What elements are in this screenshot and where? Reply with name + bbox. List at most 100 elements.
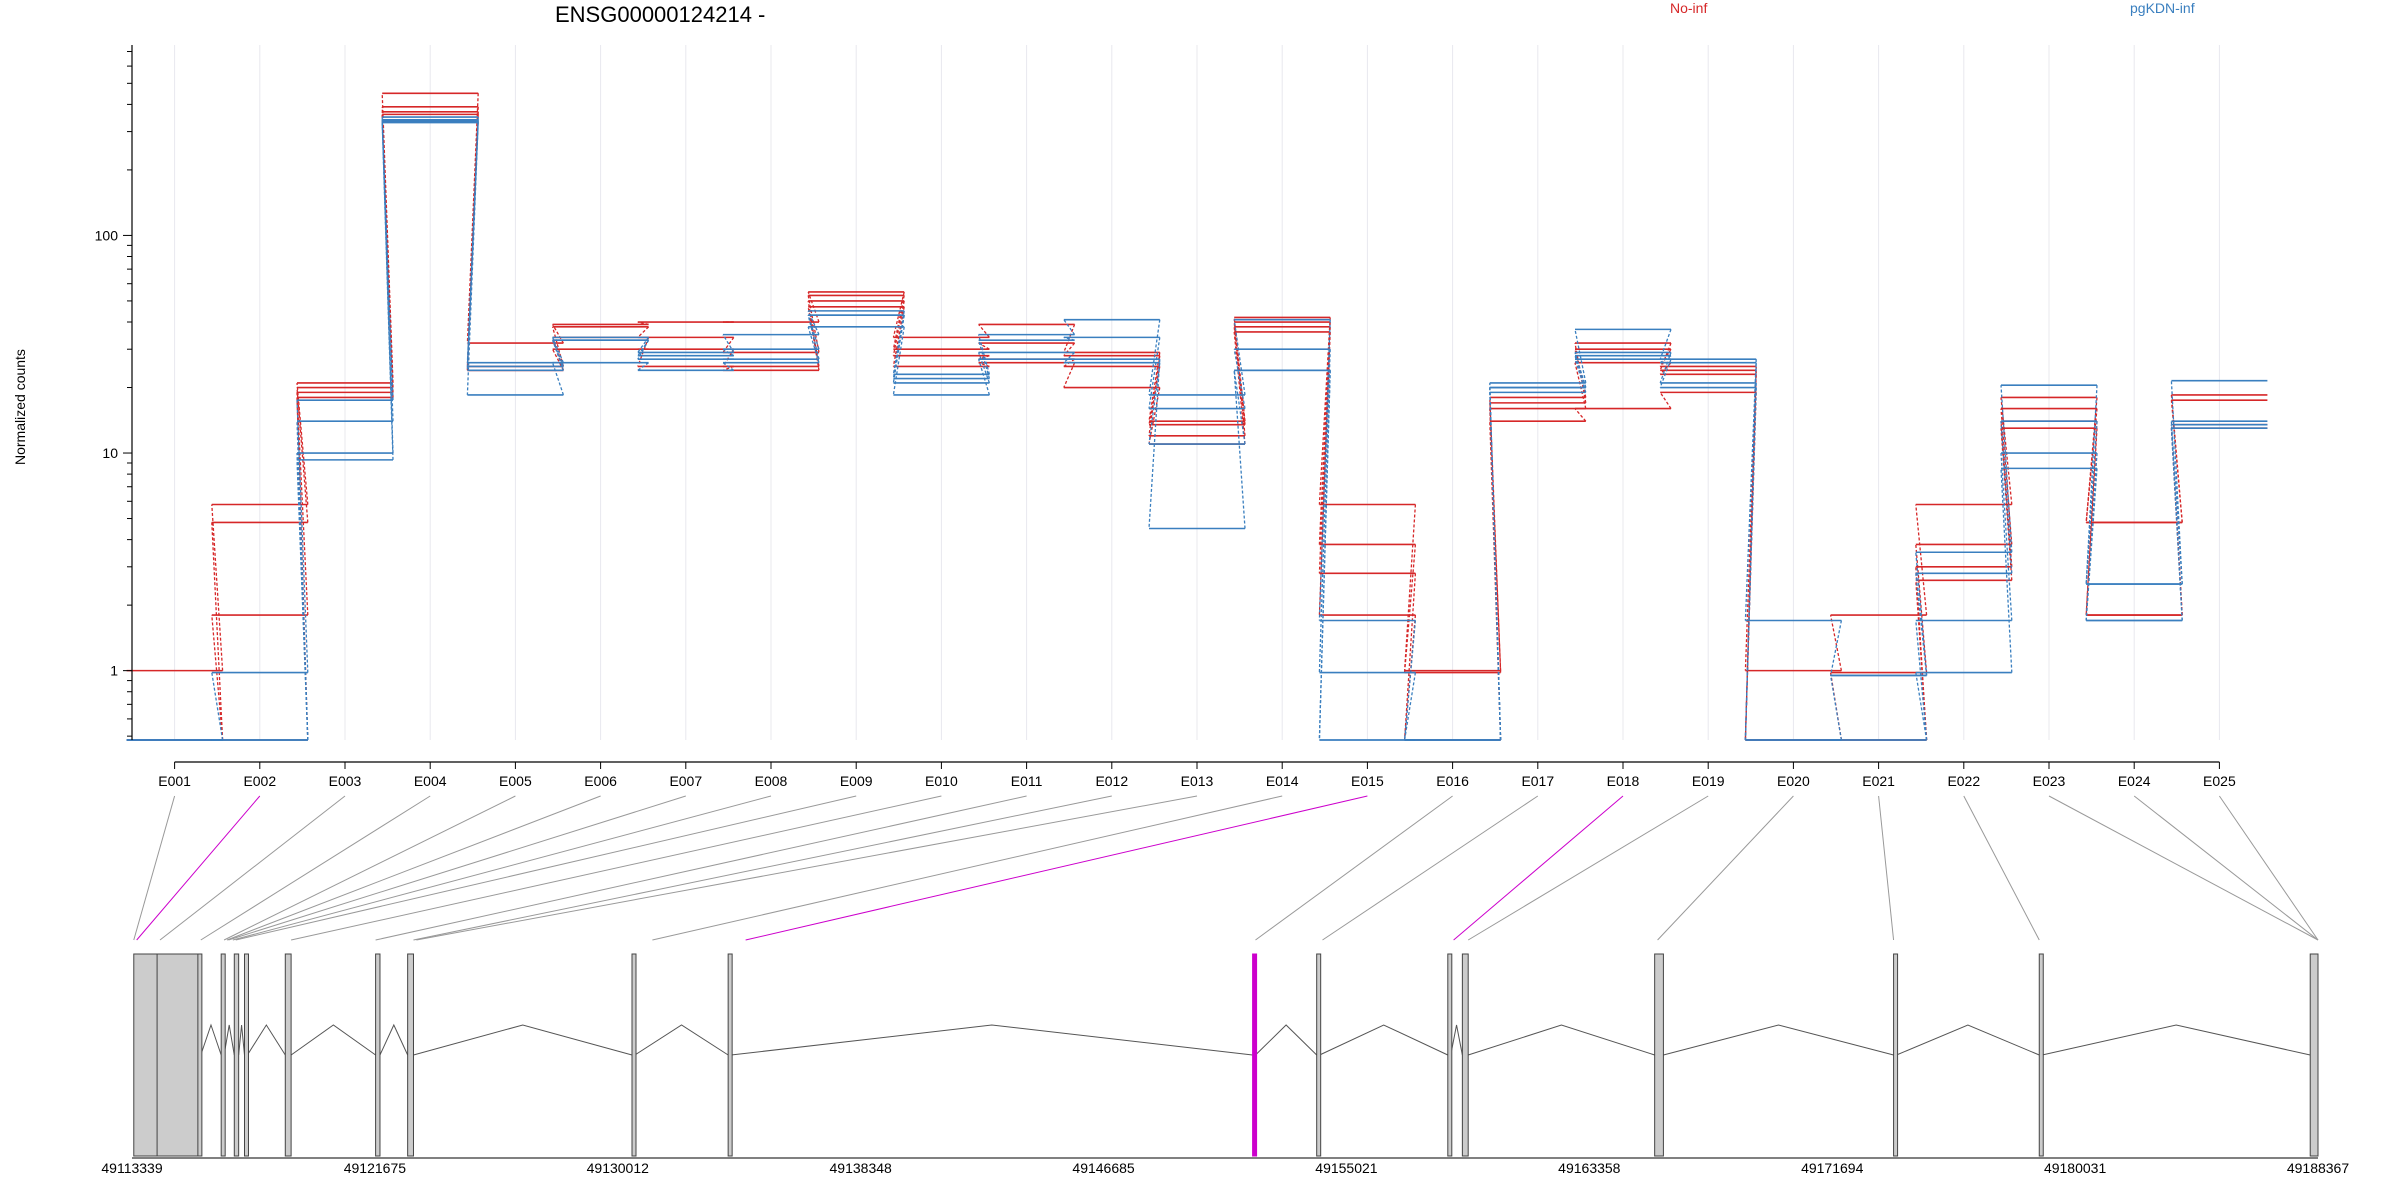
series-2-connector-2 [296,387,309,523]
series-5-connector-2 [296,400,309,673]
series-8-connector-24 [2170,428,2183,621]
series-7-connector-23 [2085,452,2098,621]
genomic-tick-label-49163358: 49163358 [1558,1160,1621,1176]
series-7-connector-22 [2000,452,2013,621]
series-8-connector-6 [637,362,649,371]
exon-box-16 [1654,953,1664,1157]
intron-7 [290,1024,376,1056]
x-tick-label-e002: E002 [243,773,276,789]
series-5-connector-11 [1063,319,1076,336]
intron-8 [379,1023,409,1056]
series-4-connector-10 [978,362,990,368]
series-7-connector-8 [807,315,820,360]
intron-13 [1319,1024,1449,1056]
x-tick-label-e022: E022 [1947,773,1980,789]
genomic-tick-label-49171694: 49171694 [1801,1160,1864,1176]
series-5-connector-18 [1659,329,1672,360]
series-5-connector-20 [1829,620,1843,676]
series-6-connector-8 [807,314,820,350]
series-1-connector-6 [637,321,649,326]
intron-16 [1663,1024,1894,1056]
connector-e009 [235,795,857,941]
exon-box-12 [1252,953,1258,1157]
intron-14 [1450,1024,1463,1056]
series-1-connector-2 [296,382,309,505]
series-5-connector-6 [637,336,650,353]
series-6-connector-12 [1148,337,1161,409]
genomic-tick-label-49113339: 49113339 [101,1160,162,1176]
y-tick-label-10: 10 [102,445,118,461]
series-7-connector-17 [1574,352,1587,388]
series-1-connector-9 [892,291,905,338]
series-8-connector-14 [1318,370,1331,741]
series-5-connector-1 [211,672,224,741]
x-tick-label-e019: E019 [1692,773,1725,789]
series-6-connector-20 [1829,675,1843,741]
intron-6 [246,1024,286,1056]
connector-e007 [228,795,686,941]
series-3-connector-5 [552,348,564,371]
series-5-connector-12 [1148,319,1161,395]
series-8-connector-17 [1574,358,1587,393]
series-4-connector-11 [1063,362,1076,388]
exon-box-14 [1447,953,1453,1157]
series-5-connector-10 [977,334,991,375]
series-1-connector-22 [2000,397,2013,505]
series-3-connector-15 [1403,573,1417,741]
series-5-connector-7 [722,334,735,353]
series-7-connector-13 [1233,370,1246,445]
connector-e019 [1467,795,1709,941]
series-2-connector-12 [1148,355,1161,436]
connector-e025 [2218,795,2319,941]
connector-e023 [2048,795,2319,941]
genomic-tick-label-49188367: 49188367 [2287,1160,2350,1176]
connector-e022 [1963,795,2040,941]
connector-e024 [2133,795,2319,941]
series-2-connector-6 [637,326,650,338]
series-6-connector-22 [2000,421,2013,574]
series-4-connector-18 [1659,392,1672,409]
exon-box-10 [631,953,637,1157]
genomic-tick-label-49138348: 49138348 [830,1160,893,1176]
series-6-connector-10 [977,340,991,379]
y-tick-label-1: 1 [110,663,118,679]
series-4-connector-17 [1574,408,1587,422]
series-6-connector-14 [1318,349,1331,673]
series-7-connector-19 [1744,382,1757,741]
connector-e002 [136,795,261,941]
connector-e003 [159,795,346,941]
intron-5 [238,1024,245,1056]
series-4-connector-14 [1318,331,1331,616]
series-7-connector-18 [1659,352,1672,384]
x-tick-label-e017: E017 [1521,773,1554,789]
series-8-connector-19 [1744,387,1757,741]
chart-title: ENSG00000124214 - [555,2,766,27]
series-2-connector-1 [211,522,224,741]
series-6-connector-2 [296,421,309,741]
exon-box-11 [727,953,733,1157]
intron-17 [1896,1024,2040,1056]
series-2-connector-5 [551,326,565,367]
series-2-connector-9 [892,295,905,350]
series-4-connector-9 [892,306,905,367]
series-1-connector-4 [466,93,479,344]
series-1-connector-17 [1574,362,1587,409]
exon-box-5 [233,953,240,1157]
connector-e012 [413,795,1112,941]
series-4-connector-13 [1233,331,1246,445]
intron-15 [1468,1024,1655,1056]
series-1-connector-20 [1829,614,1843,671]
y-tick-label-100: 100 [95,227,119,243]
series-2-connector-23 [2085,408,2098,523]
genomic-tick-label-49180031: 49180031 [2044,1160,2107,1176]
exon-box-18 [2038,953,2044,1157]
connector-e015 [745,795,1368,941]
series-2-connector-10 [978,342,990,350]
series-8-connector-4 [466,122,479,395]
genomic-tick-label-49155021: 49155021 [1315,1160,1378,1176]
connector-e004 [200,795,431,941]
connector-e006 [226,795,601,941]
connector-e001 [133,795,176,941]
series-7-connector-6 [637,339,650,360]
